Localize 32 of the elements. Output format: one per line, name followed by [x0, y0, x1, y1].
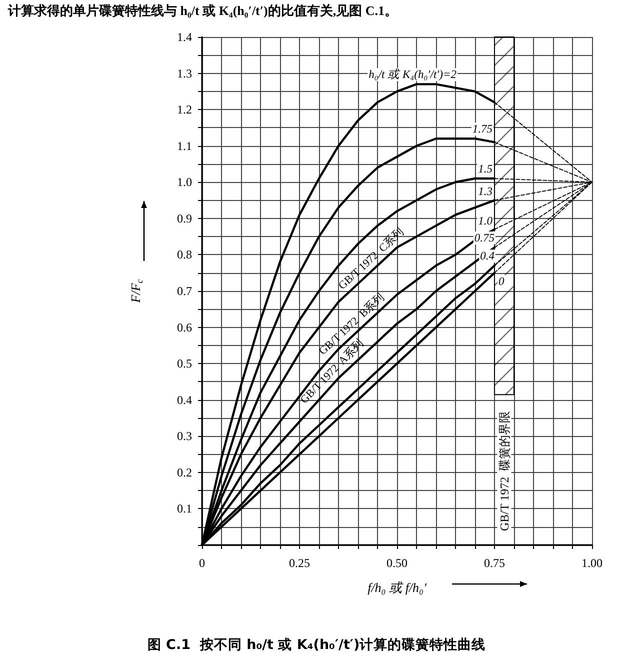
series-label: 0.4 — [480, 250, 495, 263]
x-tick-label: 0.75 — [484, 556, 505, 570]
y-tick-label: 1.3 — [177, 66, 192, 80]
y-tick-label: 0.8 — [177, 248, 192, 262]
x-tick-label: 1.00 — [582, 556, 602, 570]
x-axis-title: f/h₀ 或 f/h₀′ — [368, 580, 427, 595]
x-tick-label: 0.50 — [386, 556, 408, 570]
series-label: 0.75 — [474, 232, 495, 244]
y-tick-label: 1.1 — [177, 138, 192, 153]
y-tick-label: 0.1 — [177, 502, 192, 516]
y-tick-label: 1.2 — [177, 102, 192, 117]
series-label: 1.5 — [478, 164, 493, 176]
y-tick-label: 1.4 — [177, 30, 192, 44]
text: 计算求得的单片碟簧特性线与 h₀/t 或 K₄(h₀′/t′)的比值有关,见图 C.1。 — [7, 3, 398, 18]
x-tick-label: 0.25 — [289, 556, 310, 570]
y-tick-label: 0.9 — [177, 211, 192, 226]
series-label: 0 — [498, 276, 504, 288]
series-label: 1.0 — [478, 216, 493, 228]
y-tick-label: 0.7 — [177, 284, 192, 298]
text: 图 C.1 按不同 h₀/t 或 K₄(h₀′/t′)计算的碟簧特性曲线 — [147, 637, 486, 653]
y-tick-label: 0.5 — [177, 356, 192, 371]
series-label: h₀/t 或 K₄(h₀′/t′)=2 — [368, 68, 457, 82]
y-tick-label: 0.3 — [177, 429, 192, 444]
band-label: GB/T 1972 碟簧的界限 — [497, 410, 512, 531]
series-label: 1.75 — [472, 124, 493, 136]
y-axis-title: F/Fc — [128, 279, 144, 304]
y-tick-label: 0.2 — [177, 465, 192, 480]
y-tick-label: 1.0 — [177, 175, 192, 190]
y-tick-label: 0.6 — [177, 320, 192, 334]
series-label: 1.3 — [478, 186, 493, 198]
y-tick-label: 0.4 — [177, 392, 192, 407]
x-tick-label: 0 — [199, 556, 205, 570]
